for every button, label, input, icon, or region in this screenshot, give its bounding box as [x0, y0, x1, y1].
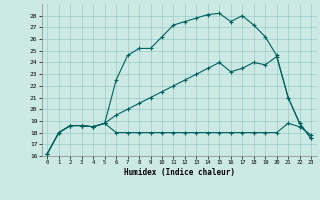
X-axis label: Humidex (Indice chaleur): Humidex (Indice chaleur) [124, 168, 235, 177]
